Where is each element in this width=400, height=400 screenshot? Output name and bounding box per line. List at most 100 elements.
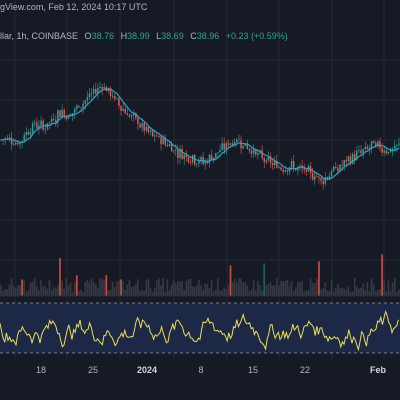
volume-bar xyxy=(368,291,371,296)
oscillator-band xyxy=(0,303,400,353)
volume-bar xyxy=(349,291,352,296)
volume-bar xyxy=(280,280,282,296)
volume-bar xyxy=(292,290,295,296)
volume-bar xyxy=(48,279,51,296)
volume-bar xyxy=(381,254,383,296)
candle-body xyxy=(166,145,169,147)
candle-body xyxy=(324,177,326,184)
volume-bar xyxy=(379,289,381,296)
candle-body xyxy=(38,125,40,129)
candle-body xyxy=(59,110,61,118)
candle-body xyxy=(354,154,356,160)
volume-bar xyxy=(252,279,255,296)
candle-body xyxy=(63,109,65,117)
volume-bar xyxy=(195,284,198,296)
volume-bar xyxy=(160,285,162,296)
candle-body xyxy=(189,161,192,163)
volume-bar xyxy=(103,280,106,296)
volume-bar xyxy=(99,278,101,296)
candle-body xyxy=(225,143,228,150)
candle-body xyxy=(200,156,202,160)
volume-bar xyxy=(25,291,28,296)
close-value: 38.96 xyxy=(196,31,220,41)
volume-bar xyxy=(313,282,316,296)
volume-bar xyxy=(8,284,11,296)
candle-body xyxy=(130,115,133,117)
candle-body xyxy=(55,119,57,123)
candle-body xyxy=(379,141,381,149)
volume-bar xyxy=(27,290,30,296)
candle-body xyxy=(269,156,272,164)
volume-bar xyxy=(299,281,301,296)
candle-body xyxy=(314,176,316,180)
volume-bar xyxy=(149,287,152,296)
volume-bar xyxy=(14,288,17,296)
candle-body xyxy=(15,143,17,145)
candle-body xyxy=(40,120,42,126)
volume-bar xyxy=(366,281,369,296)
candle-body xyxy=(78,105,80,108)
volume-bar xyxy=(273,285,276,296)
candle-body xyxy=(92,88,95,94)
candle-body xyxy=(362,148,364,154)
volume-bar xyxy=(271,285,274,296)
volume-bar xyxy=(139,291,141,296)
volume-bar xyxy=(12,286,15,296)
candle-body xyxy=(311,172,314,180)
volume-bar xyxy=(181,281,183,296)
candle-body xyxy=(223,143,225,150)
candle-body xyxy=(368,147,371,149)
volume-bar xyxy=(23,280,26,296)
volume-bar xyxy=(288,285,291,296)
x-tick-2024: 2024 xyxy=(136,365,158,375)
volume-bar xyxy=(259,285,261,296)
volume-bar xyxy=(244,282,247,296)
open-value: 38.76 xyxy=(91,31,115,41)
candle-body xyxy=(377,141,379,147)
candle-body xyxy=(242,145,244,149)
volume-bar xyxy=(118,280,120,296)
volume-bar xyxy=(113,287,116,296)
volume-bar xyxy=(4,288,7,296)
candle-body xyxy=(276,160,278,168)
candle-body xyxy=(347,156,350,162)
volume-bar xyxy=(324,282,327,296)
volume-bar xyxy=(208,288,211,296)
candle-body xyxy=(250,150,253,154)
candle-body xyxy=(221,143,223,150)
candle-body xyxy=(151,130,154,137)
candle-body xyxy=(10,137,13,145)
low-value: 38.69 xyxy=(161,31,184,41)
volume-bar xyxy=(82,291,84,296)
candle-body xyxy=(295,168,297,171)
volume-bar xyxy=(75,275,78,296)
candle-body xyxy=(34,122,36,124)
candle-body xyxy=(183,154,185,160)
candle-body xyxy=(322,180,324,184)
candle-body xyxy=(271,163,274,166)
volume-bar xyxy=(50,290,53,296)
volume-bar xyxy=(59,258,61,296)
volume-bar xyxy=(383,279,386,296)
low-label: L xyxy=(156,31,162,41)
candle-body xyxy=(356,150,358,160)
chart-header: gView.com, Feb 12, 2024 10:17 UTC xyxy=(0,0,400,14)
volume-bar xyxy=(326,290,329,296)
volume-bar xyxy=(358,288,360,296)
candle-body xyxy=(204,161,206,164)
volume-bar xyxy=(206,283,209,296)
volume-bar xyxy=(263,263,266,296)
time-axis[interactable]: 18 25 2024 8 15 22 Feb xyxy=(0,360,400,400)
candle-body xyxy=(341,164,343,166)
candle-body xyxy=(88,93,91,98)
candle-body xyxy=(351,154,354,164)
candle-body xyxy=(86,97,89,101)
candle-body xyxy=(330,171,333,176)
volume-bar xyxy=(200,285,202,296)
candle-body xyxy=(162,137,164,145)
candle-body xyxy=(170,144,173,152)
volume-bar xyxy=(52,287,55,296)
volume-bar xyxy=(46,288,49,296)
